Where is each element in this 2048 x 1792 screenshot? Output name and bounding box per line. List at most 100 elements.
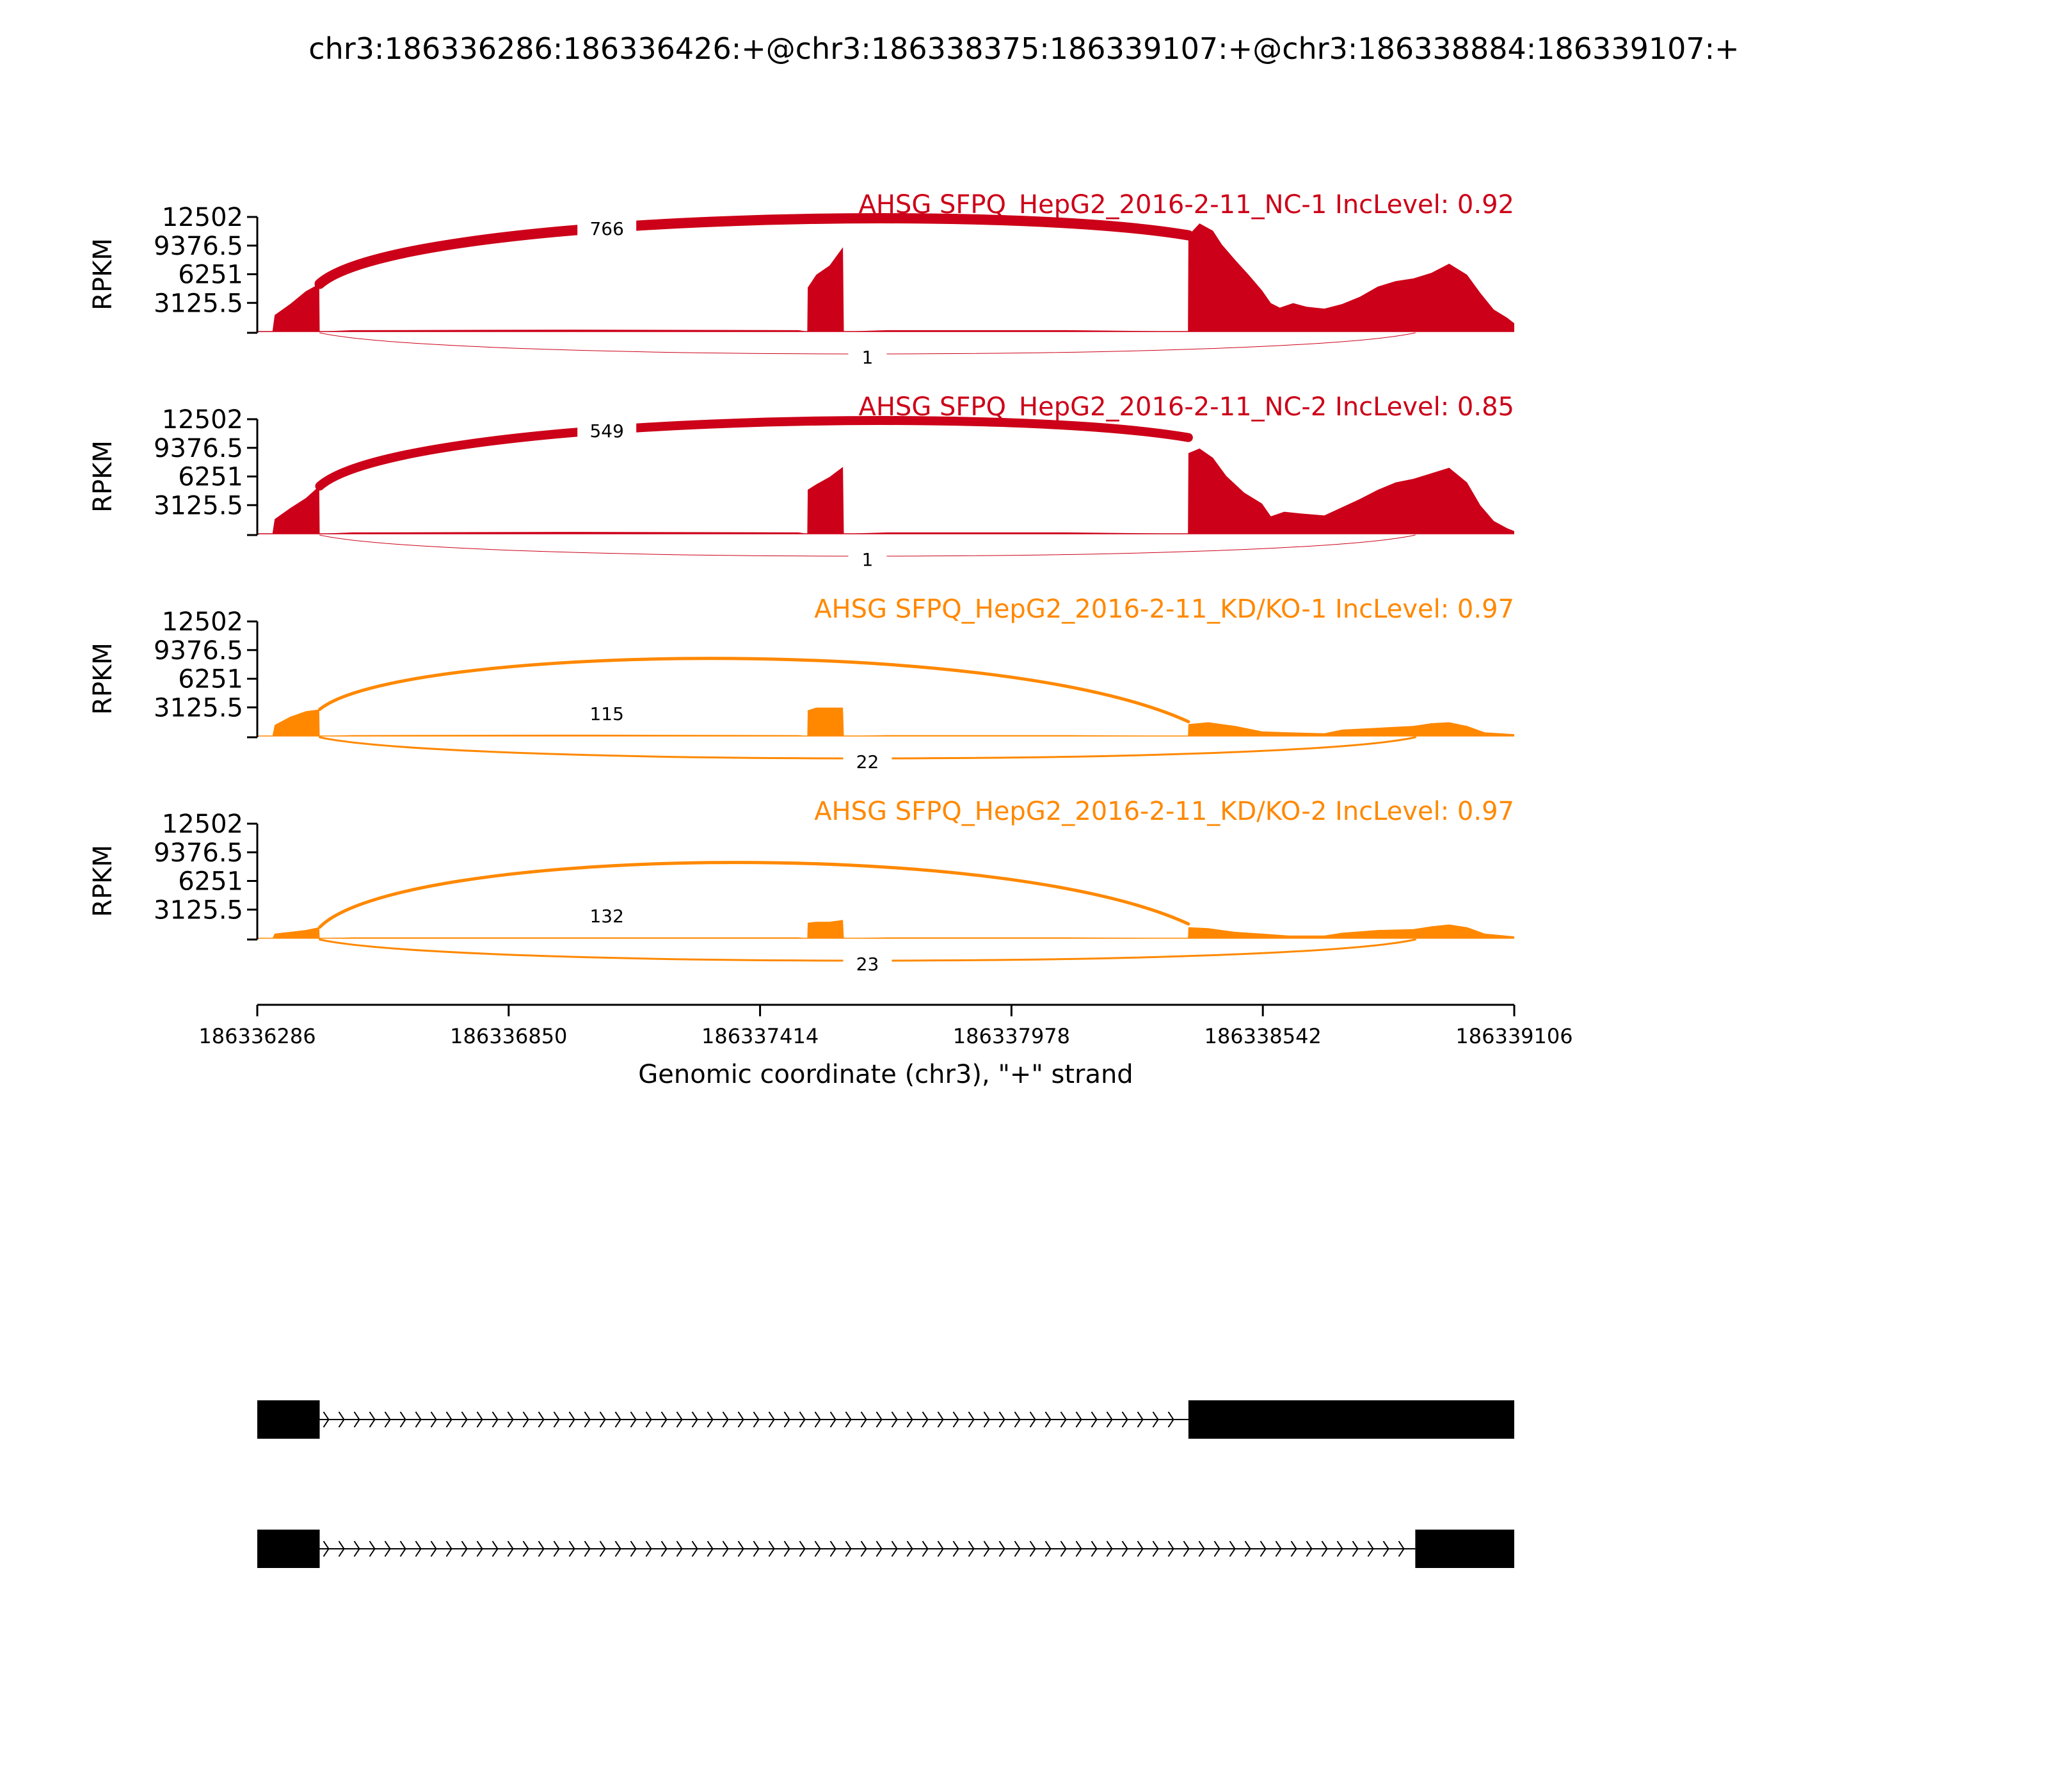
strand-arrow — [722, 1540, 729, 1557]
strand-arrow — [660, 1540, 668, 1557]
strand-arrow — [415, 1540, 422, 1557]
junction-label-bg — [577, 906, 637, 927]
strand-arrow — [599, 1411, 606, 1428]
y-tick-label: 6251 — [178, 867, 243, 897]
track-label: AHSG SFPQ_HepG2_2016-2-11_KD/KO-2 IncLev… — [814, 797, 1514, 826]
strand-arrow — [492, 1540, 499, 1557]
exon-block — [257, 1530, 320, 1568]
strand-arrow — [768, 1411, 775, 1428]
strand-arrow — [568, 1411, 575, 1428]
x-tick-label: 186336286 — [198, 1024, 316, 1048]
strand-arrow — [1275, 1540, 1282, 1557]
strand-arrow — [445, 1411, 452, 1428]
strand-arrow — [353, 1411, 360, 1428]
strand-arrow — [691, 1540, 698, 1557]
junction-count: 23 — [856, 954, 879, 975]
junction-count: 132 — [589, 906, 623, 927]
strand-arrow — [323, 1411, 330, 1428]
strand-arrow — [353, 1540, 360, 1557]
coverage-area — [257, 920, 1514, 938]
strand-arrow — [1014, 1411, 1021, 1428]
track-label: AHSG SFPQ_HepG2_2016-2-11_KD/KO-1 IncLev… — [814, 595, 1514, 624]
strand-arrow — [1198, 1540, 1205, 1557]
junction-count: 22 — [856, 751, 879, 772]
junction-count: 1 — [862, 347, 874, 368]
y-tick-label: 12502 — [162, 607, 243, 637]
junction-count: 115 — [589, 703, 623, 724]
strand-arrow — [1306, 1540, 1313, 1557]
strand-arrow — [1060, 1411, 1067, 1428]
strand-arrow — [384, 1540, 391, 1557]
strand-arrow — [952, 1540, 959, 1557]
y-axis-label: RPKM — [88, 643, 118, 715]
strand-arrow — [430, 1540, 437, 1557]
strand-arrow — [1106, 1540, 1113, 1557]
strand-arrow — [768, 1540, 775, 1557]
junction-count: 766 — [589, 218, 623, 239]
strand-arrow — [891, 1411, 898, 1428]
strand-arrow — [492, 1411, 499, 1428]
y-tick-label: 9376.5 — [154, 636, 243, 666]
strand-arrow — [707, 1540, 714, 1557]
y-tick-label: 3125.5 — [154, 693, 243, 723]
strand-arrow — [968, 1411, 975, 1428]
strand-arrow — [1367, 1540, 1374, 1557]
strand-arrow — [1121, 1411, 1128, 1428]
y-tick-label: 6251 — [178, 260, 243, 290]
strand-arrow — [922, 1411, 929, 1428]
strand-arrow — [906, 1411, 913, 1428]
strand-arrow — [814, 1540, 821, 1557]
strand-arrow — [676, 1411, 683, 1428]
strand-arrow — [660, 1411, 668, 1428]
junction-arc — [314, 213, 1194, 289]
junction-label-bg — [843, 751, 892, 773]
strand-arrow — [430, 1411, 437, 1428]
junction-arc — [318, 657, 1190, 724]
strand-arrow — [1029, 1411, 1036, 1428]
strand-arrow — [461, 1540, 468, 1557]
strand-arrow — [845, 1411, 852, 1428]
y-tick-label: 6251 — [178, 463, 243, 492]
strand-arrow — [369, 1540, 376, 1557]
strand-arrow — [568, 1540, 575, 1557]
strand-arrow — [1336, 1540, 1343, 1557]
x-tick-label: 186337414 — [701, 1024, 819, 1048]
strand-arrow — [461, 1411, 468, 1428]
y-tick-label: 12502 — [162, 405, 243, 435]
coverage-area — [257, 448, 1514, 534]
strand-arrow — [645, 1411, 652, 1428]
x-tick-label: 186339106 — [1455, 1024, 1572, 1048]
strand-arrow — [753, 1540, 760, 1557]
exon-block — [257, 1400, 320, 1439]
strand-arrow — [1137, 1540, 1144, 1557]
exon-block — [1415, 1530, 1514, 1568]
transcript-1 — [257, 1400, 1514, 1439]
strand-arrow — [737, 1540, 744, 1557]
track-label: AHSG SFPQ_HepG2_2016-2-11_NC-1 IncLevel:… — [858, 190, 1514, 220]
junction-label-bg — [577, 420, 637, 442]
strand-arrow — [1183, 1540, 1190, 1557]
gene-structure — [257, 1400, 1514, 1568]
junction-label-bg — [843, 954, 892, 975]
strand-arrow — [338, 1540, 345, 1557]
exon-block — [1188, 1400, 1514, 1439]
strand-arrow — [952, 1411, 959, 1428]
strand-arrow — [983, 1540, 990, 1557]
strand-arrow — [338, 1411, 345, 1428]
y-axis-label: RPKM — [88, 238, 118, 310]
strand-arrow — [983, 1411, 990, 1428]
y-tick-label: 9376.5 — [154, 838, 243, 868]
strand-arrow — [1213, 1540, 1220, 1557]
strand-arrow — [1014, 1540, 1021, 1557]
strand-arrow — [876, 1540, 883, 1557]
junction-label-bg — [577, 218, 637, 240]
strand-arrow — [507, 1540, 514, 1557]
strand-arrow — [1106, 1411, 1113, 1428]
strand-arrow — [553, 1540, 560, 1557]
strand-arrow — [860, 1540, 867, 1557]
y-axis-label: RPKM — [88, 440, 118, 513]
